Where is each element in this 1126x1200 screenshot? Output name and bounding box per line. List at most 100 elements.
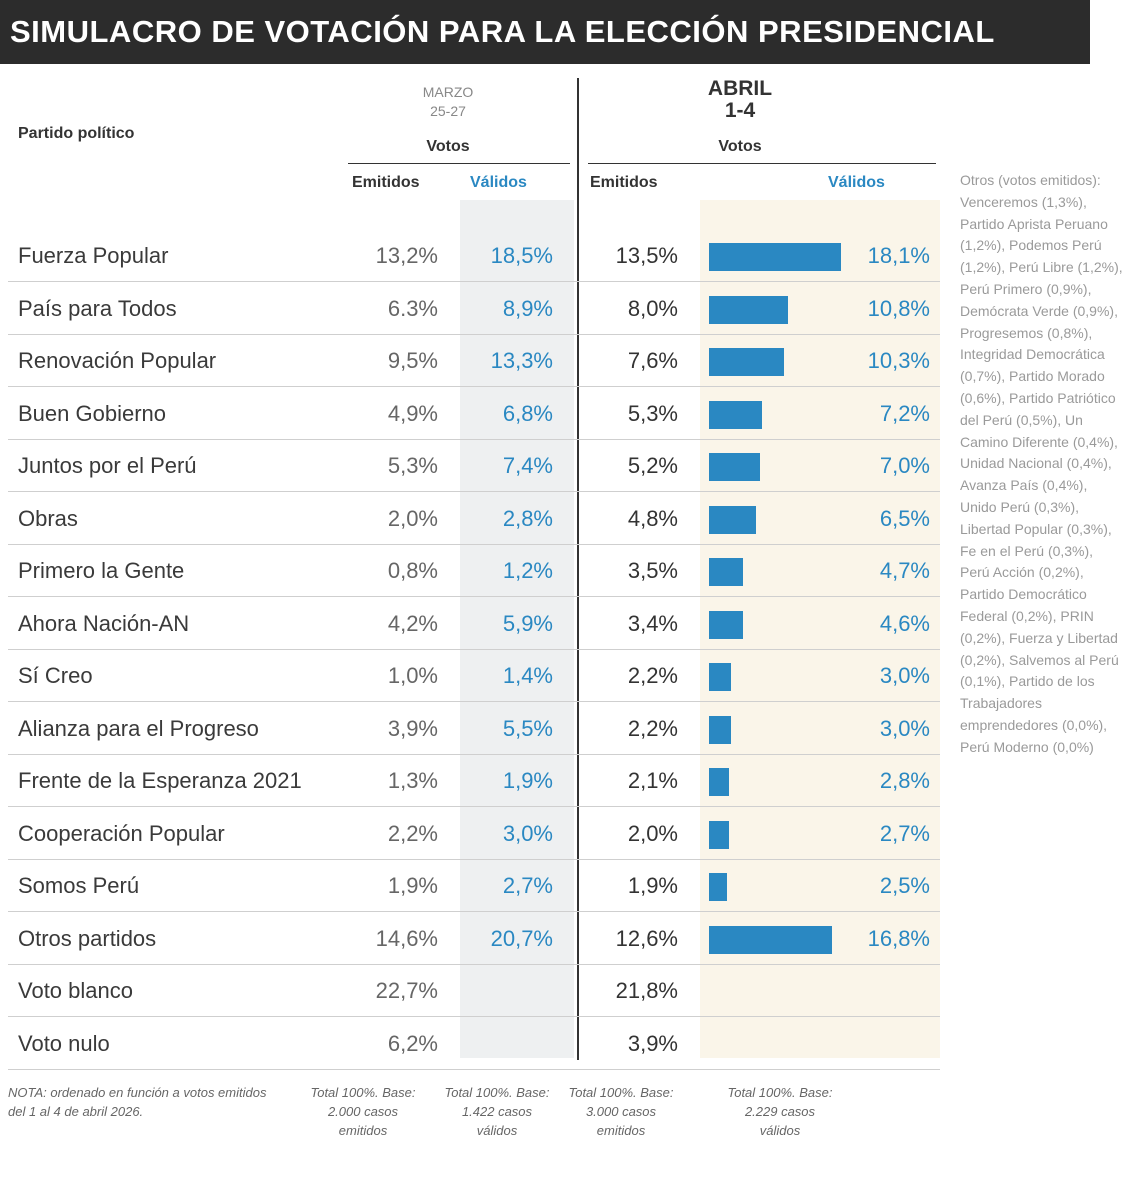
abril-validos-value <box>830 965 930 1017</box>
marzo-emitidos-value: 1,0% <box>387 663 438 688</box>
abril-validos-header: Válidos <box>828 174 885 191</box>
marzo-emitidos-value: 4,9% <box>387 400 438 426</box>
marzo-emitidos-value: 5,3% <box>387 453 438 478</box>
row-divider <box>8 491 940 492</box>
abril-validos-value: 6,5% <box>879 505 930 531</box>
footer-marzo-emitidos-base: Total 100%. Base: 2.000 casos emitidos <box>310 1085 416 1138</box>
abril-month: ABRIL <box>707 77 773 100</box>
marzo-validos-value: 5,9% <box>502 610 553 636</box>
abril-validos-value: 10,3% <box>867 348 930 373</box>
party-name: Renovación Popular <box>18 348 217 373</box>
row-divider <box>8 648 940 650</box>
abril-emitidos-value: 4,8% <box>627 505 678 531</box>
abril-emitidos-value: 2,1% <box>627 768 678 793</box>
abril-emitidos-value: 8,0% <box>627 295 678 321</box>
marzo-validos-value: 1,9% <box>502 768 553 793</box>
abril-validos-bar <box>709 610 743 639</box>
abril-validos-bar <box>709 768 729 796</box>
marzo-validos-value <box>455 1018 553 1070</box>
footer-abril-emitidos-base: Total 100%. Base: 3.000 casos emitidos <box>568 1085 674 1138</box>
abril-validos-value: 7,0% <box>879 453 930 478</box>
party-name: Fuerza Popular <box>18 243 169 268</box>
abril-emitidos-value: 21,8% <box>615 978 678 1003</box>
marzo-validos-value: 7,4% <box>502 453 553 478</box>
party-column-header: Partido político <box>18 125 135 142</box>
abril-emitidos-value: 1,9% <box>627 873 678 898</box>
marzo-emitidos-value: 4,2% <box>387 610 438 636</box>
table-row: Fuerza Popular 13,2% 18,5% 13,5% 18,1% <box>0 230 1126 282</box>
abril-emitidos-value: 2,2% <box>627 663 678 688</box>
marzo-emitidos-value: 6.3% <box>387 295 438 321</box>
table-row: Renovación Popular 9,5% 13,3% 7,6% 10,3% <box>0 335 1126 387</box>
table-row: Frente de la Esperanza 2021 1,3% 1,9% 2,1% 2… <box>0 755 1126 807</box>
marzo-validos-value: 1,4% <box>502 663 553 688</box>
row-divider <box>8 911 940 912</box>
abril-validos-value: 3,0% <box>879 663 930 688</box>
abril-validos-bar <box>709 505 756 534</box>
footer-abril-validos-base: Total 100%. Base: 2.229 casos válidos <box>727 1085 833 1138</box>
marzo-validos-shade <box>460 200 574 1058</box>
row-divider <box>8 281 940 282</box>
row-divider <box>8 963 940 965</box>
row-divider <box>8 753 940 755</box>
chart-title: SIMULACRO DE VOTACIÓN PARA LA ELECCIÓN P… <box>0 0 1090 64</box>
abril-emitidos-value: 3,5% <box>627 558 678 583</box>
abril-period-header: ABRIL 1-4 <box>690 78 790 122</box>
abril-emitidos-value: 3,9% <box>627 1030 678 1056</box>
abril-validos-value <box>830 1018 930 1070</box>
abril-validos-value: 7,2% <box>879 400 930 426</box>
marzo-validos-value: 6,8% <box>502 400 553 426</box>
row-divider <box>8 596 940 597</box>
abril-validos-bar <box>709 453 760 481</box>
marzo-emitidos-value: 3,9% <box>387 715 438 741</box>
abril-emitidos-value: 3,4% <box>627 610 678 636</box>
party-name: Voto nulo <box>18 1030 110 1056</box>
table-row: Buen Gobierno 4,9% 6,8% 5,3% 7,2% <box>0 388 1126 440</box>
abril-validos-bar <box>709 873 727 901</box>
party-name: Juntos por el Perú <box>18 453 197 478</box>
abril-validos-value: 2,7% <box>879 820 930 846</box>
party-name: Otros partidos <box>18 925 157 951</box>
abril-emitidos-value: 2,0% <box>627 820 678 846</box>
row-divider <box>8 438 940 440</box>
abril-validos-bar <box>709 715 731 744</box>
footer-note: NOTA: ordenado en función a votos emitid… <box>8 1085 267 1119</box>
party-name: Frente de la Esperanza 2021 <box>18 768 302 793</box>
abril-emitidos-value: 7,6% <box>627 348 678 373</box>
row-divider <box>8 543 940 545</box>
footer-marzo-validos-base: Total 100%. Base: 1.422 casos válidos <box>444 1085 550 1138</box>
table-row: Somos Perú 1,9% 2,7% 1,9% 2,5% <box>0 860 1126 912</box>
row-divider <box>8 333 940 335</box>
party-name: Obras <box>18 505 78 531</box>
marzo-emitidos-value: 2,2% <box>387 820 438 846</box>
abril-validos-bar <box>709 295 788 324</box>
abril-validos-value: 4,7% <box>879 558 930 583</box>
abril-validos-value: 3,0% <box>879 715 930 741</box>
row-divider <box>8 1016 940 1017</box>
other-parties-note: Otros (votos emitidos): Venceremos (1,3%… <box>960 172 1123 755</box>
party-name: Sí Creo <box>18 663 93 688</box>
abril-validos-bar <box>709 400 762 429</box>
abril-validos-bar <box>709 558 743 586</box>
marzo-header-rule <box>348 163 570 164</box>
abril-validos-value: 18,1% <box>867 243 930 268</box>
abril-validos-value: 2,5% <box>879 873 930 898</box>
marzo-votos-label: Votos <box>426 138 470 155</box>
abril-validos-bar <box>709 820 729 849</box>
marzo-emitidos-value: 6,2% <box>387 1030 438 1056</box>
abril-emitidos-header: Emitidos <box>590 174 658 191</box>
abril-validos-bar <box>709 925 832 954</box>
marzo-emitidos-value: 13,2% <box>375 243 438 268</box>
abril-emitidos-value: 5,2% <box>627 453 678 478</box>
table-row: Cooperación Popular 2,2% 3,0% 2,0% 2,7% <box>0 808 1126 860</box>
row-divider <box>8 386 940 387</box>
marzo-emitidos-header: Emitidos <box>352 174 420 191</box>
marzo-emitidos-value: 22,7% <box>375 978 438 1003</box>
party-name: País para Todos <box>18 295 177 321</box>
marzo-emitidos-value: 0,8% <box>387 558 438 583</box>
table-row: Ahora Nación-AN 4,2% 5,9% 3,4% 4,6% <box>0 598 1126 650</box>
abril-votos-label: Votos <box>718 138 762 155</box>
row-divider <box>8 1068 940 1070</box>
marzo-validos-value: 1,2% <box>502 558 553 583</box>
party-name: Primero la Gente <box>18 558 185 583</box>
